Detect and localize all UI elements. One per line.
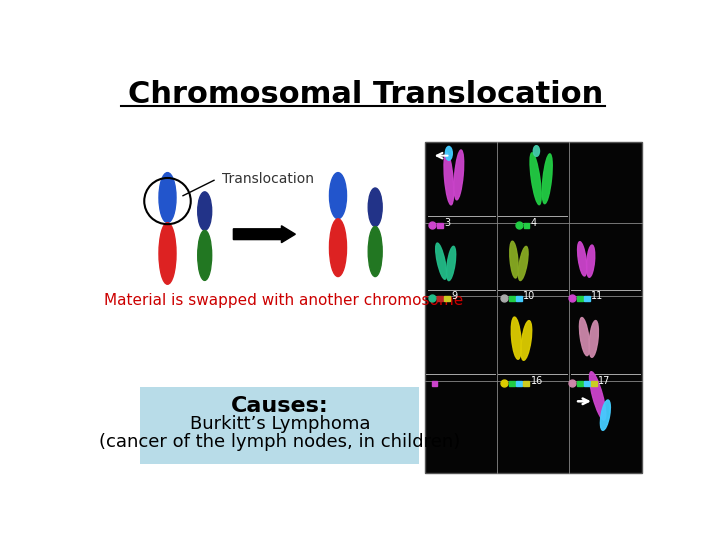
Ellipse shape [510,241,518,278]
Ellipse shape [587,245,595,277]
Bar [425,142,642,473]
Ellipse shape [446,246,456,281]
Bar [524,222,529,228]
Text: Causes:: Causes: [231,396,329,416]
Ellipse shape [330,173,346,219]
Ellipse shape [580,318,590,356]
Text: 11: 11 [591,291,603,301]
Text: 3: 3 [444,218,450,228]
Ellipse shape [368,226,382,276]
Text: Material is swapped with another chromosome: Material is swapped with another chromos… [104,293,463,308]
Ellipse shape [521,321,531,360]
Bar [577,296,583,301]
Bar [523,381,528,386]
Ellipse shape [159,222,176,284]
Ellipse shape [589,321,598,357]
Ellipse shape [198,231,212,280]
Ellipse shape [518,246,528,281]
Text: 17: 17 [598,376,611,386]
Bar [509,296,515,301]
Bar [577,381,583,386]
Text: 16: 16 [531,376,543,386]
Text: Chromosomal Translocation: Chromosomal Translocation [127,79,603,109]
Ellipse shape [577,242,587,276]
Ellipse shape [530,153,541,205]
Bar [591,381,597,386]
Bar [585,296,590,301]
Ellipse shape [436,243,446,279]
Ellipse shape [368,188,382,226]
Ellipse shape [446,146,452,160]
Bar [516,296,522,301]
Text: (cancer of the lymph nodes, in children): (cancer of the lymph nodes, in children) [99,433,461,451]
Bar [444,296,449,301]
Ellipse shape [330,219,346,276]
Text: Translocation: Translocation [222,172,314,186]
Ellipse shape [454,150,464,200]
Bar [140,387,419,464]
Text: 10: 10 [523,291,536,301]
Ellipse shape [198,192,212,231]
Text: 9: 9 [451,291,457,301]
Ellipse shape [590,372,606,420]
Bar [437,222,443,228]
Text: Burkitt’s Lymphoma: Burkitt’s Lymphoma [189,415,370,433]
Bar [516,381,522,386]
Bar [585,381,590,386]
Bar [437,296,443,301]
Text: 4: 4 [531,218,537,228]
Ellipse shape [534,146,539,157]
Ellipse shape [159,173,176,222]
Bar [432,381,437,386]
Ellipse shape [511,317,521,359]
Ellipse shape [600,400,611,430]
Bar [509,381,515,386]
Ellipse shape [542,154,552,204]
FancyArrow shape [233,226,295,242]
Ellipse shape [444,153,454,205]
